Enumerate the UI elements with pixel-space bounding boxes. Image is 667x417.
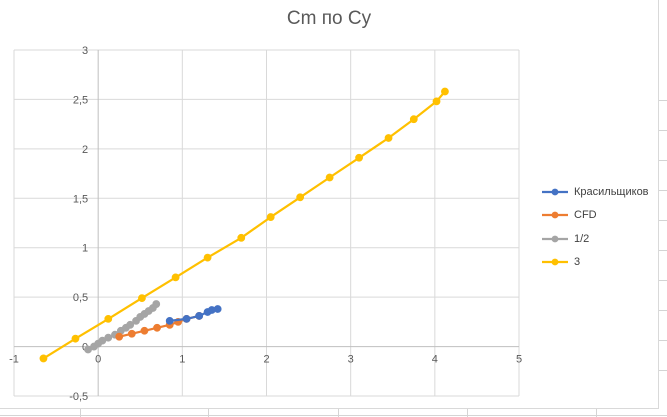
plot-area: -1 0 1 2 3 4 5 -0,5 0 0,5 1 1,5 2 2,5 3: [9, 45, 522, 403]
legend-item[interactable]: 1/2: [542, 227, 649, 251]
data-point: [140, 326, 149, 335]
data-point: [171, 273, 180, 282]
data-point: [203, 253, 212, 262]
x-tick-label: -1: [9, 354, 19, 366]
data-point: [213, 305, 222, 313]
y-tick-label: 3: [82, 45, 88, 57]
legend-label: CFD: [574, 209, 597, 222]
data-point: [39, 354, 48, 363]
data-point: [153, 323, 161, 332]
y-tick-label: 2,5: [73, 94, 88, 106]
data-point: [104, 314, 113, 323]
series-group: [165, 305, 222, 325]
data-point: [126, 320, 135, 329]
legend-marker: [542, 211, 568, 219]
y-tick-label: 0,5: [73, 292, 88, 304]
data-point: [152, 300, 161, 308]
data-point: [104, 333, 113, 342]
x-tick-label: 4: [432, 354, 438, 366]
data-point: [296, 193, 305, 202]
data-point: [165, 316, 174, 325]
y-tick-labels: -0,500,511,522,53: [69, 45, 88, 403]
legend-label: 1/2: [574, 232, 590, 245]
x-tick-label: 1: [179, 354, 185, 366]
data-point: [355, 153, 363, 162]
chart-legend[interactable]: Красильщиков CFD 1/2 3: [542, 180, 649, 274]
data-point: [325, 173, 334, 182]
series-group: [39, 87, 449, 363]
data-point: [384, 134, 393, 142]
x-tick-label: 0: [95, 354, 101, 366]
x-tick-label: 5: [516, 354, 522, 366]
x-tick-labels: -1 0 1 2 3 4 5: [9, 354, 522, 366]
legend-label: Красильщиков: [574, 185, 649, 198]
data-point: [138, 294, 146, 303]
x-tick-label: 3: [348, 354, 354, 366]
data-point: [115, 332, 124, 341]
data-point: [409, 115, 418, 124]
data-series: [39, 87, 449, 363]
y-tick-label: 1: [82, 243, 88, 255]
series-line: [42, 90, 446, 360]
legend-marker: [542, 188, 568, 196]
chart-area[interactable]: Cm по Cy -1 0 1 2 3 4 5 -0,5 0 0,5 1 1,5 2 2,5 3 Крас…: [0, 0, 659, 409]
legend-item[interactable]: 3: [542, 251, 649, 275]
data-point: [182, 314, 191, 323]
series-group: [84, 300, 161, 354]
y-tick-label: 1,5: [73, 193, 88, 205]
chart-title: Cm по Cy: [286, 8, 372, 29]
legend-item[interactable]: CFD: [542, 204, 649, 228]
data-point: [432, 97, 441, 106]
legend-item[interactable]: Красильщиков: [542, 180, 649, 204]
data-point: [237, 233, 246, 242]
legend-marker: [542, 235, 568, 243]
gridlines: [13, 49, 520, 397]
legend-label: 3: [574, 256, 581, 269]
data-point: [441, 87, 449, 96]
x-tick-label: 2: [263, 354, 269, 366]
y-tick-label: 2: [82, 144, 88, 156]
data-point: [266, 213, 275, 221]
legend-marker: [542, 258, 568, 266]
data-point: [195, 312, 204, 320]
data-point: [71, 334, 80, 343]
data-point: [127, 329, 136, 338]
y-tick-label: -0,5: [69, 391, 88, 403]
